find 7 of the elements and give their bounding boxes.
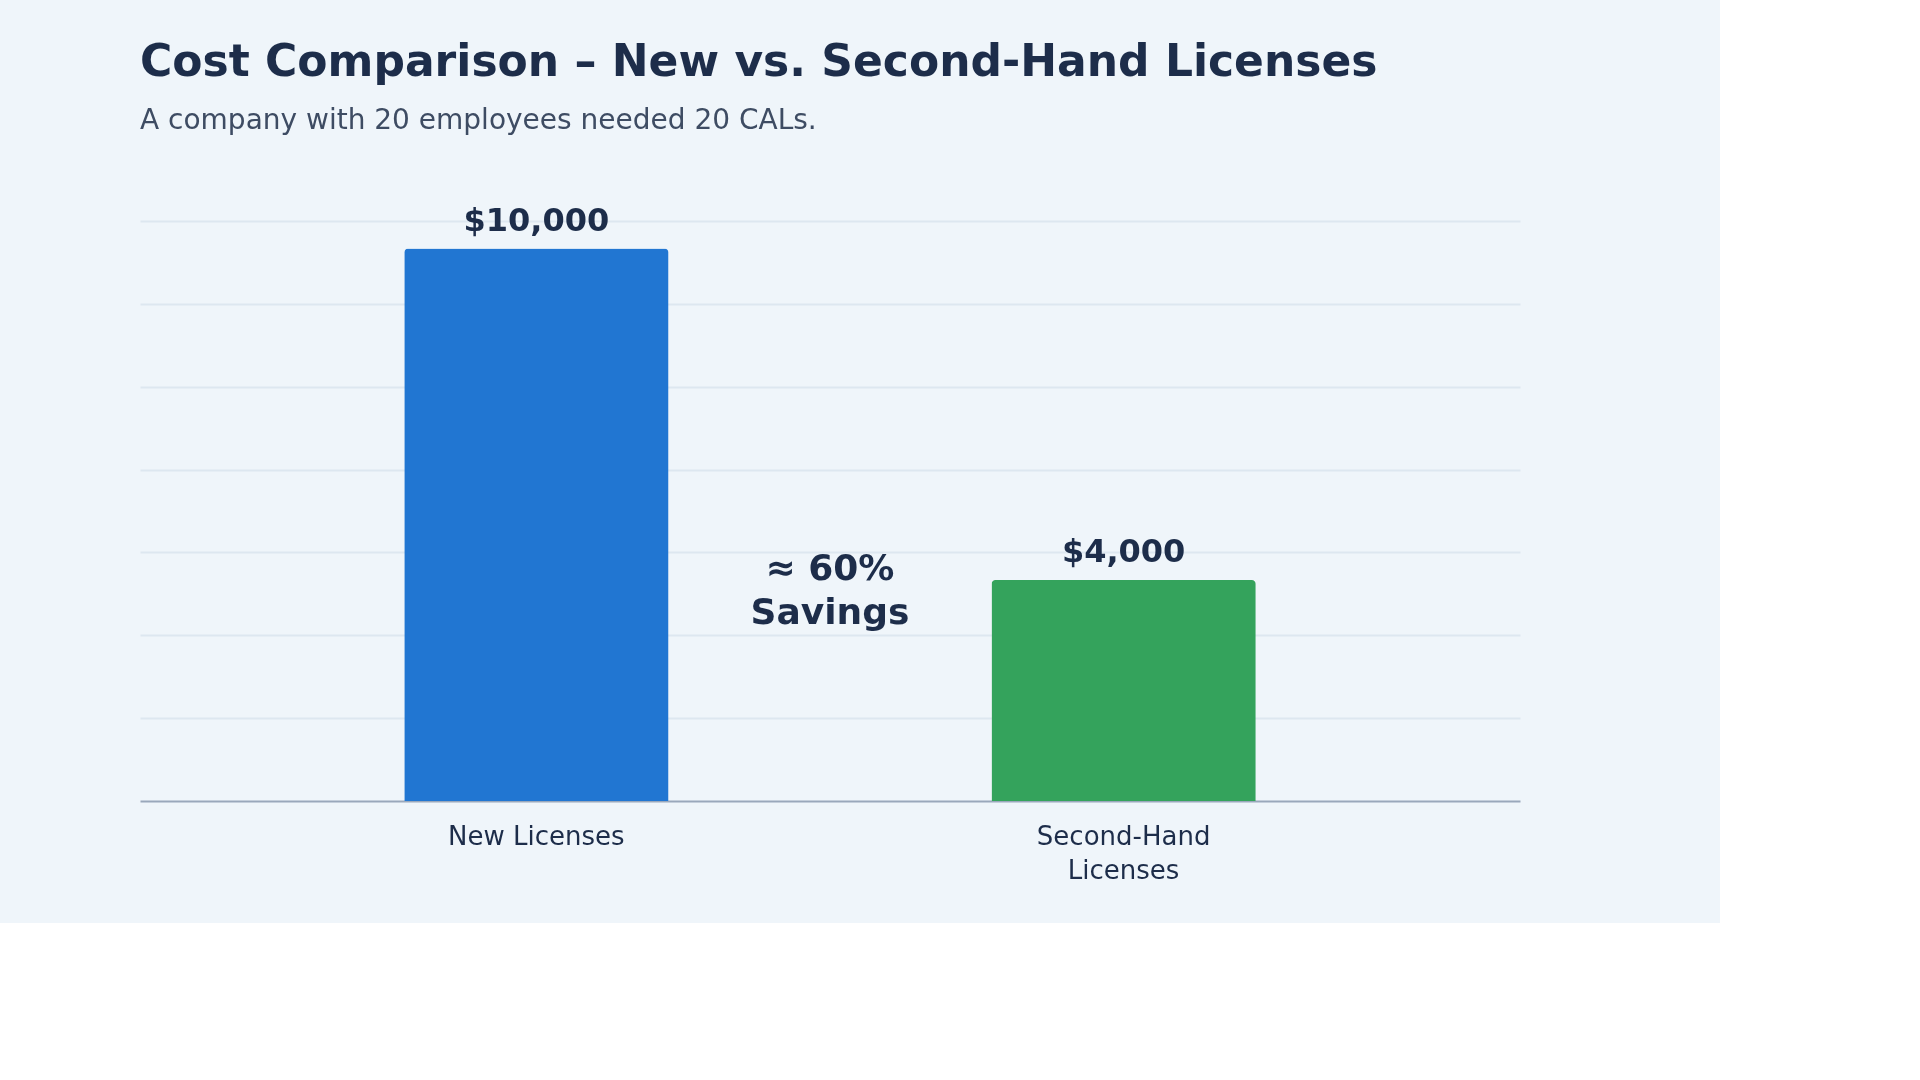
data-label: $10,000 [463, 200, 610, 239]
chart-subtitle: A company with 20 employees needed 20 CALs. [140, 102, 817, 136]
x-tick-label: Second-Hand Licenses [1036, 820, 1211, 885]
chart-title: Cost Comparison – New vs. Second-Hand Licenses [140, 34, 1378, 86]
data-label: $4,000 [1061, 532, 1186, 571]
annotation: ≈ 60% Savings [750, 547, 910, 632]
x-tick-label: New Licenses [448, 820, 625, 851]
